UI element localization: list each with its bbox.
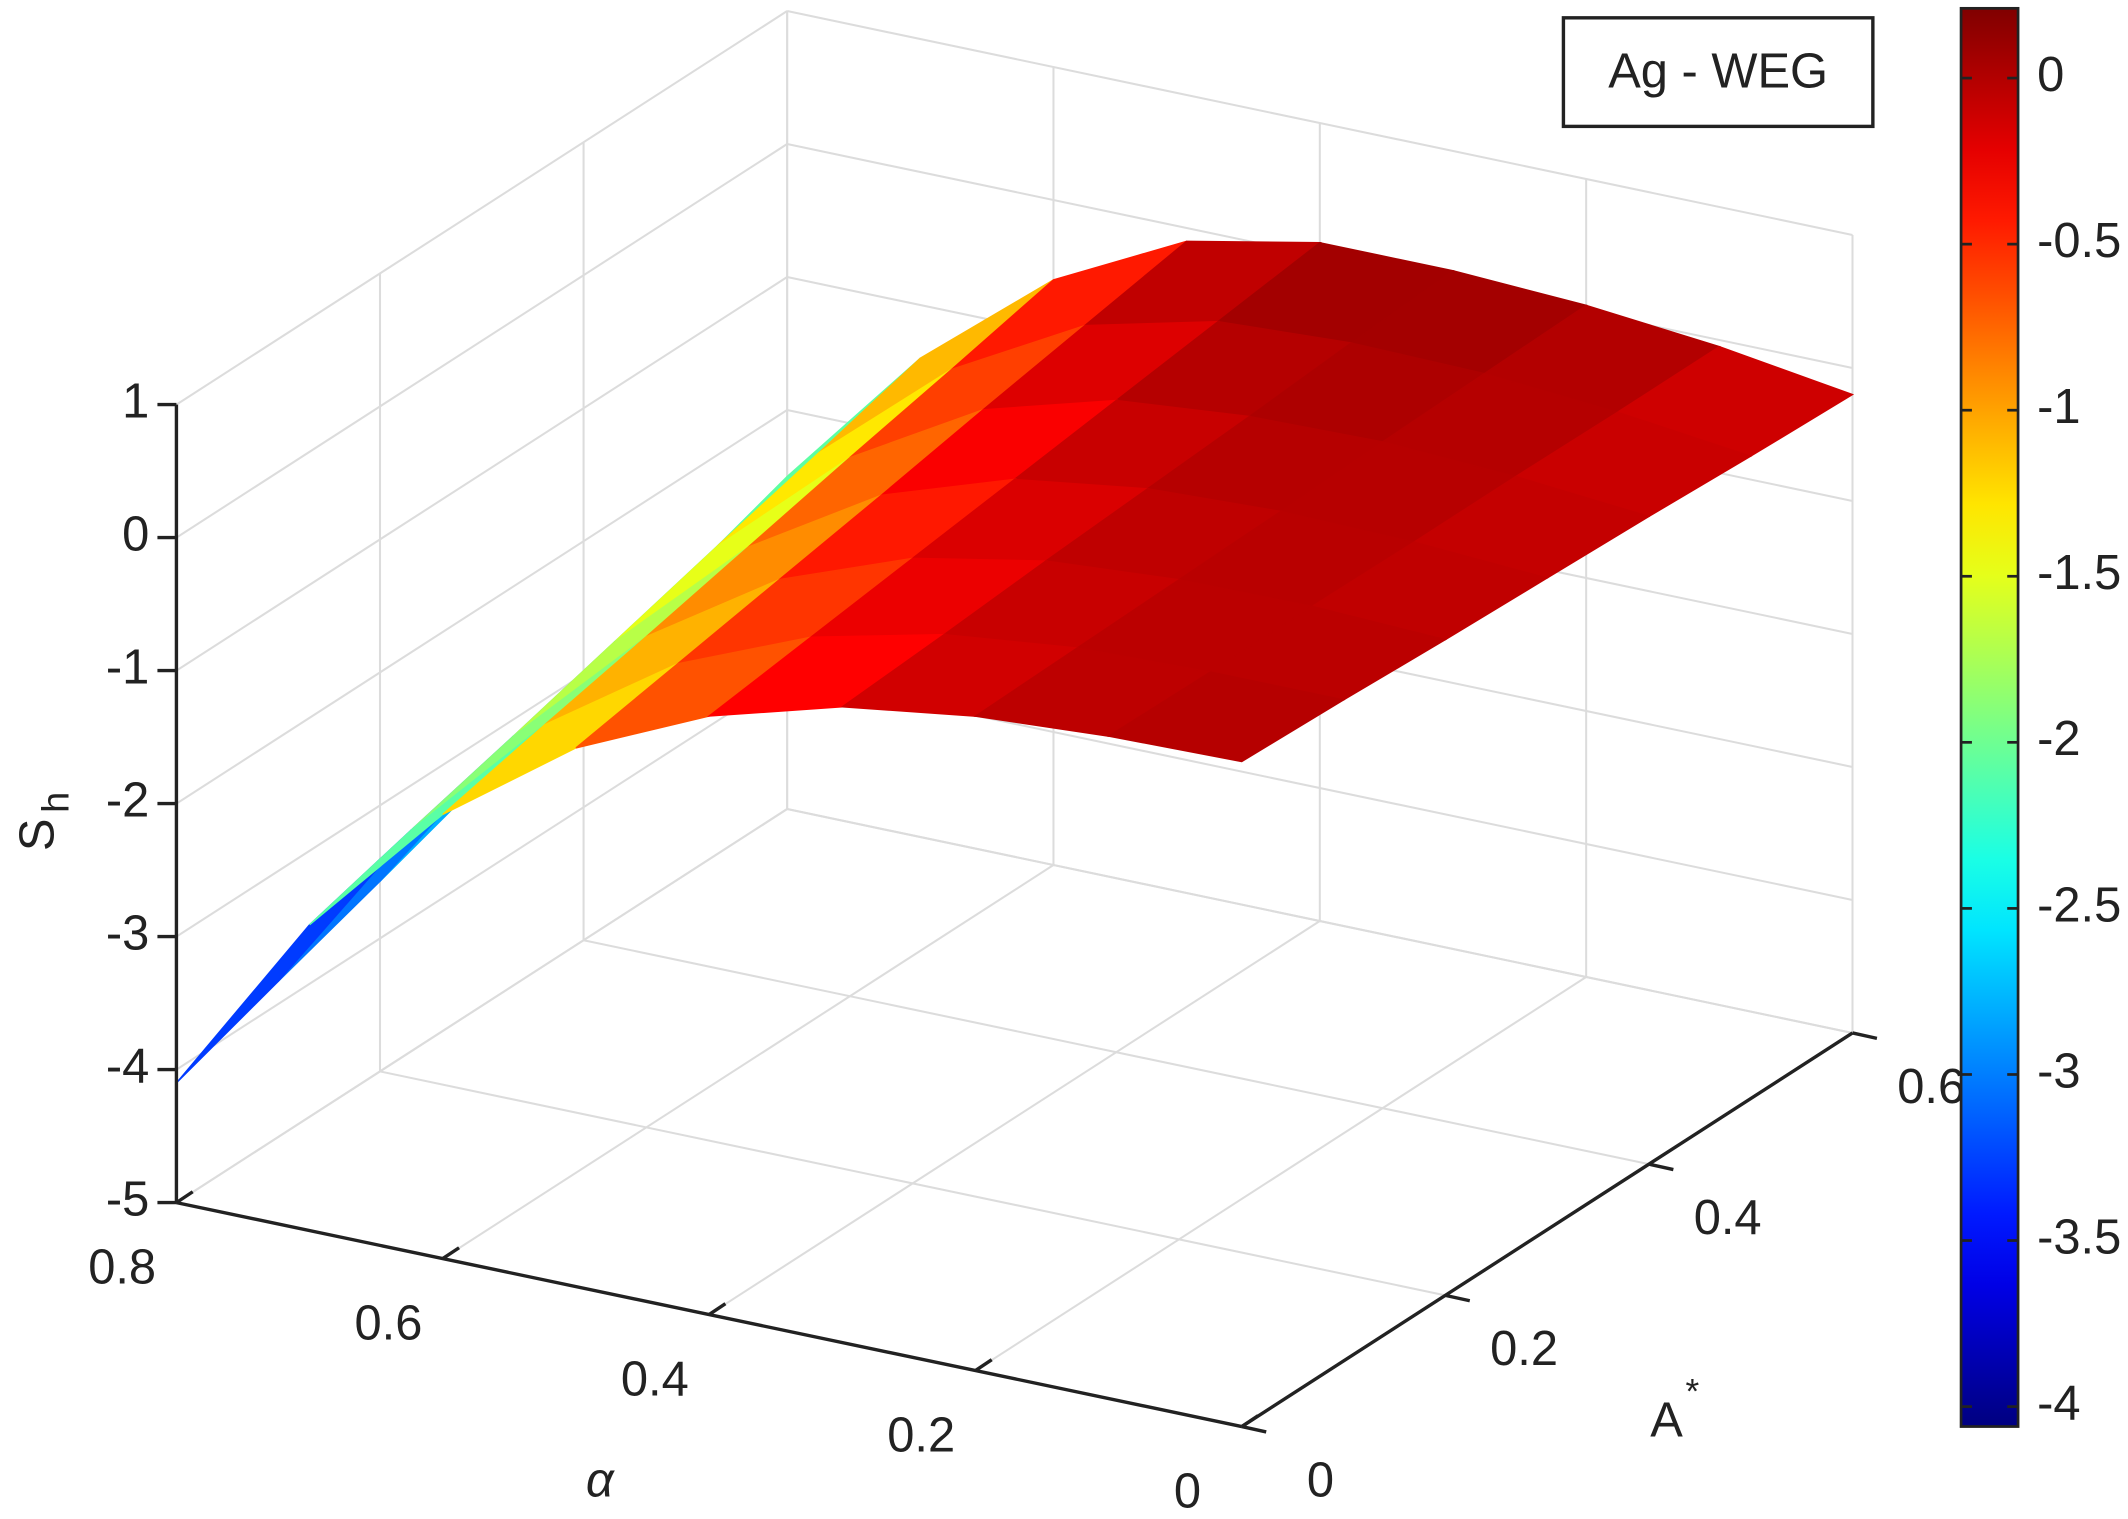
y-axis bbox=[1240, 1031, 1854, 1428]
grid-line bbox=[583, 939, 1650, 1166]
z-tick-label: -1 bbox=[106, 641, 149, 695]
y-tick-label: 0 bbox=[1307, 1453, 1334, 1507]
x-tick-label: 0 bbox=[1174, 1464, 1201, 1518]
x-tick-label: 0.8 bbox=[88, 1240, 156, 1294]
y-tick bbox=[1444, 1293, 1471, 1303]
z-axis-label-sub: h bbox=[35, 792, 77, 813]
grid-line bbox=[786, 808, 1853, 1034]
z-tick-label: -3 bbox=[106, 907, 149, 961]
colorbar-tick-label: -3 bbox=[2037, 1044, 2080, 1098]
z-tick-label: 1 bbox=[122, 375, 149, 429]
z-axis-label: S bbox=[11, 819, 65, 852]
colorbar-tick-label: -3.5 bbox=[2037, 1210, 2121, 1264]
grid-line bbox=[442, 864, 1055, 1260]
grid-line bbox=[175, 143, 788, 539]
grid-line bbox=[175, 808, 788, 1204]
z-tick-label: -2 bbox=[106, 774, 149, 828]
colorbar-tick-label: -4 bbox=[2037, 1377, 2080, 1431]
grid-line bbox=[175, 276, 788, 672]
y-axis-label-sup: * bbox=[1685, 1372, 1699, 1411]
grid-line bbox=[175, 409, 788, 805]
z-tick-label: 0 bbox=[122, 508, 149, 562]
y-tick-label: 0.2 bbox=[1490, 1322, 1558, 1376]
x-axis-label: α bbox=[586, 1453, 615, 1507]
colorbar bbox=[1959, 6, 2020, 1428]
grid-line bbox=[708, 920, 1321, 1316]
colorbar-tick-label: 0 bbox=[2037, 48, 2064, 102]
x-tick-label: 0.2 bbox=[887, 1408, 955, 1462]
colorbar-tick-label: -1.5 bbox=[2037, 546, 2121, 600]
z-tick-label: -4 bbox=[106, 1040, 149, 1094]
surface-patch bbox=[309, 724, 546, 926]
colorbar-tick-label: -2.5 bbox=[2037, 878, 2121, 932]
y-tick bbox=[1852, 1031, 1878, 1041]
colorbar-tick-label: -1 bbox=[2037, 380, 2080, 434]
x-tick bbox=[1240, 1414, 1260, 1428]
y-tick-label: 0.6 bbox=[1897, 1060, 1965, 1114]
grid-line bbox=[379, 1070, 1446, 1297]
legend-label: Ag - WEG bbox=[1608, 45, 1828, 99]
x-tick bbox=[175, 1190, 194, 1205]
y-tick-label: 0.4 bbox=[1694, 1191, 1762, 1245]
legend-box bbox=[1561, 16, 1875, 129]
surface-patch bbox=[442, 663, 679, 815]
colorbar-tick-label: -2 bbox=[2037, 712, 2080, 766]
x-tick bbox=[974, 1358, 993, 1372]
y-tick bbox=[1241, 1424, 1267, 1434]
y-axis-label: A bbox=[1650, 1394, 1683, 1448]
x-tick bbox=[708, 1302, 727, 1316]
y-tick bbox=[1648, 1162, 1674, 1172]
grid-line bbox=[974, 976, 1587, 1372]
x-tick-label: 0.4 bbox=[621, 1352, 689, 1406]
x-axis bbox=[176, 1200, 1243, 1429]
grid-line bbox=[175, 675, 788, 1071]
surface-patch bbox=[1106, 671, 1346, 763]
x-tick bbox=[441, 1246, 460, 1261]
z-tick-label: -5 bbox=[106, 1173, 149, 1227]
x-tick-label: 0.6 bbox=[355, 1296, 423, 1350]
colorbar-tick-label: -0.5 bbox=[2037, 214, 2121, 268]
grid-line bbox=[175, 10, 788, 406]
